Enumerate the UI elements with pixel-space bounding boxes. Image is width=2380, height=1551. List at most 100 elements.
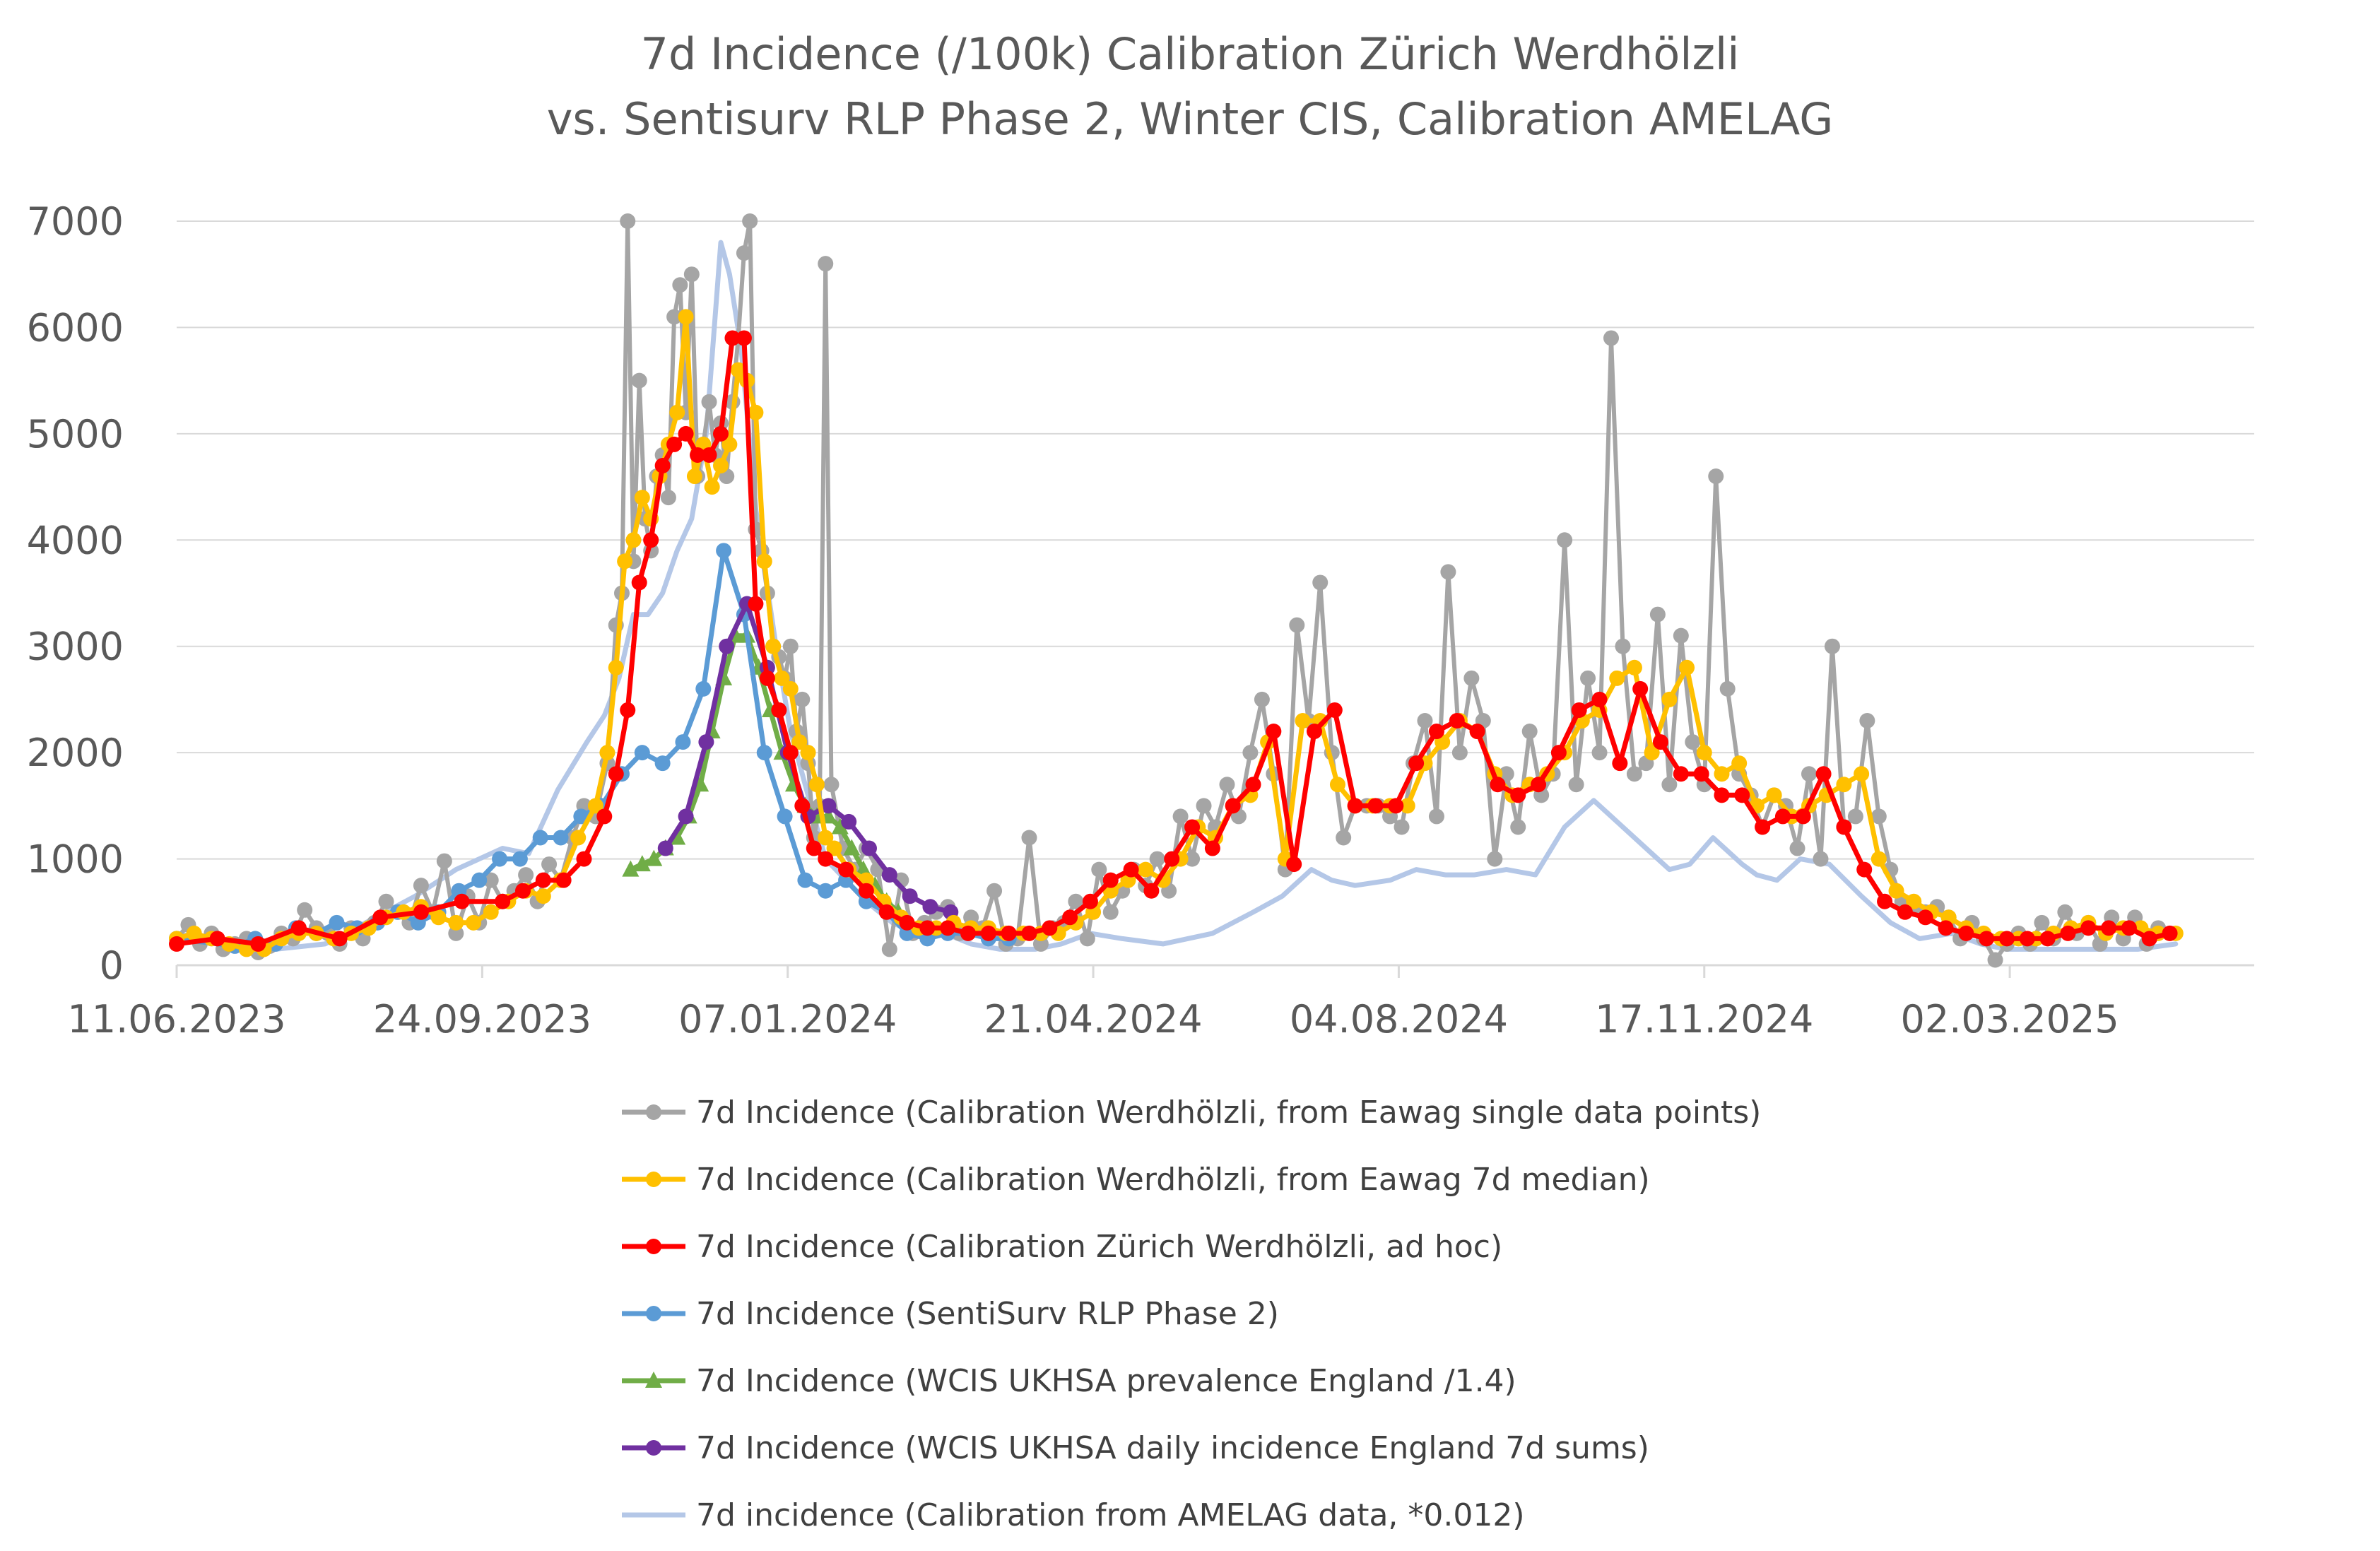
data-point <box>940 920 956 936</box>
data-point <box>1042 920 1058 936</box>
data-point <box>645 849 663 866</box>
data-point <box>1329 777 1345 793</box>
data-point <box>818 851 834 867</box>
data-point <box>1463 670 1480 686</box>
data-point <box>1612 755 1628 772</box>
data-point <box>643 532 659 548</box>
data-point <box>1888 883 1904 899</box>
legend-swatch-marker <box>646 1306 661 1321</box>
data-point <box>823 777 840 793</box>
data-point <box>986 883 1003 899</box>
data-point <box>960 925 976 941</box>
data-point <box>329 914 345 931</box>
data-point <box>1417 713 1433 729</box>
data-point <box>683 266 700 283</box>
data-point <box>716 543 732 559</box>
data-point <box>2121 920 2137 936</box>
data-point <box>1557 532 1573 548</box>
legend-item-7d-incidence-calibration-werdh-lzli-from-eawag-7d-median: 7d Incidence (Calibration Werdhölzli, fr… <box>622 1162 1650 1198</box>
data-point <box>690 447 706 463</box>
data-point <box>1172 808 1189 825</box>
data-point <box>1184 819 1201 835</box>
legend-swatch-marker <box>645 1372 662 1388</box>
data-point <box>1714 766 1730 782</box>
data-point <box>654 755 671 772</box>
data-point <box>1449 713 1465 729</box>
data-point <box>1774 808 1791 825</box>
data-point <box>1685 734 1701 750</box>
data-point <box>1653 734 1668 750</box>
data-point <box>631 574 647 591</box>
data-point <box>512 851 528 867</box>
data-point <box>777 808 793 825</box>
data-point <box>1001 925 1017 941</box>
data-point <box>620 213 636 229</box>
data-point <box>1906 893 1922 909</box>
data-point <box>483 872 499 888</box>
data-point <box>535 888 551 904</box>
data-point <box>634 490 650 506</box>
data-point <box>1591 745 1608 761</box>
data-point <box>695 680 712 697</box>
data-point <box>678 309 694 325</box>
data-point <box>1836 777 1852 793</box>
data-point <box>902 888 918 904</box>
data-point <box>1550 745 1567 761</box>
data-point <box>466 914 481 931</box>
data-point <box>756 745 772 761</box>
data-point <box>1102 904 1119 920</box>
data-point <box>1451 745 1468 761</box>
data-point <box>633 855 651 872</box>
legend-label: 7d Incidence (Calibration Zürich Werdhöl… <box>696 1229 1502 1265</box>
data-point <box>1847 808 1863 825</box>
series-7d-incidence-calibration-z-rich-werdh-lzli-ad-hoc <box>169 330 2178 952</box>
legend-swatch-marker <box>646 1172 661 1187</box>
data-point <box>1649 606 1666 623</box>
data-point <box>861 840 877 856</box>
y-tick-label: 5000 <box>27 412 124 456</box>
data-point <box>1123 861 1139 878</box>
data-point <box>672 277 688 293</box>
data-point <box>1626 659 1642 676</box>
data-point <box>515 883 531 899</box>
data-point <box>1766 787 1782 803</box>
legend-label: 7d Incidence (WCIS UKHSA prevalence Engl… <box>696 1363 1516 1399</box>
data-point <box>1626 766 1642 782</box>
axis-labels: 0 1000 2000 3000 4000 5000 6000 7000 11.06.2023 2… <box>27 199 2119 1042</box>
legend-item-7d-incidence-wcis-ukhsa-prevalence-england-1-4: 7d Incidence (WCIS UKHSA prevalence Engl… <box>622 1363 1516 1399</box>
data-point <box>448 925 464 941</box>
data-point <box>719 638 735 654</box>
data-point <box>794 691 811 707</box>
data-point <box>818 883 834 899</box>
data-point <box>736 330 752 346</box>
y-tick-label: 1000 <box>27 837 124 882</box>
data-point <box>919 920 936 936</box>
data-point <box>858 883 874 899</box>
data-point <box>899 914 915 931</box>
data-point <box>413 904 429 920</box>
data-point <box>532 830 548 846</box>
data-point <box>372 909 389 926</box>
legend: 7d Incidence (Calibration Werdhölzli, fr… <box>622 1095 1761 1533</box>
data-point <box>1856 861 1873 878</box>
data-point <box>1999 931 2015 947</box>
y-tick-label: 3000 <box>27 625 124 669</box>
data-point <box>1938 920 1954 936</box>
data-point <box>701 394 717 410</box>
legend-item-7d-incidence-calibration-werdh-lzli-from-eawag-single-data-points: 7d Incidence (Calibration Werdhölzli, fr… <box>622 1095 1761 1131</box>
data-point <box>634 745 650 761</box>
data-point <box>290 920 307 936</box>
data-point <box>1388 798 1404 814</box>
data-point <box>483 904 499 920</box>
data-point <box>1367 798 1384 814</box>
legend-item-7d-incidence-calibration-z-rich-werdh-lzli-ad-hoc: 7d Incidence (Calibration Zürich Werdhöl… <box>622 1229 1502 1265</box>
data-point <box>765 638 782 654</box>
data-point <box>1813 851 1829 867</box>
data-point <box>736 245 752 261</box>
data-point <box>1184 851 1201 867</box>
data-point <box>535 872 551 888</box>
data-point <box>448 914 464 931</box>
data-point <box>169 936 184 952</box>
data-point <box>1143 883 1160 899</box>
y-tick-label: 0 <box>100 943 124 988</box>
